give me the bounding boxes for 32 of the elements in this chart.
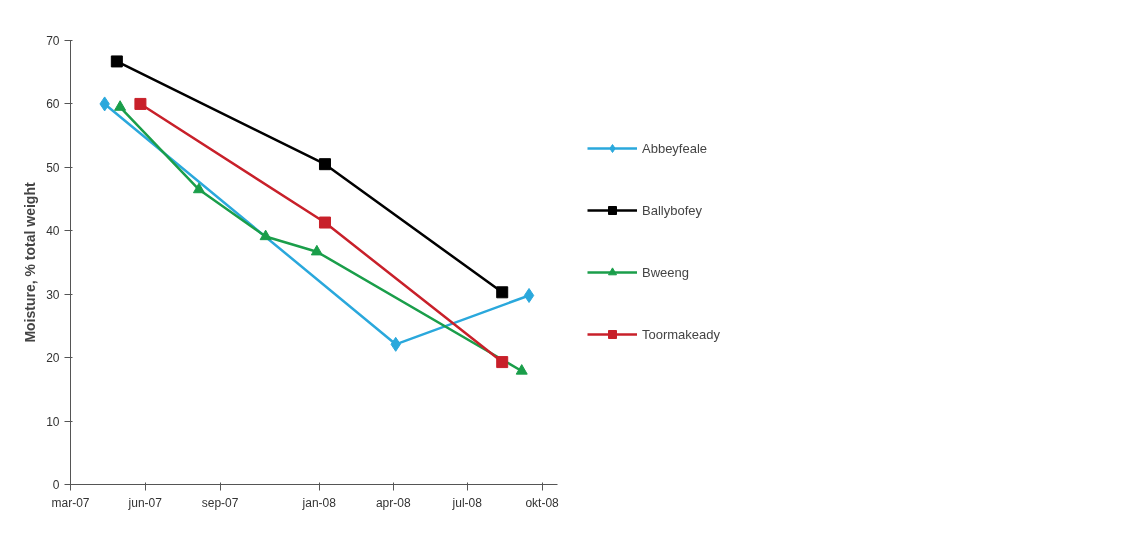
x-tick-label: sep-07 [201,495,239,510]
x-tick-label: okt-08 [525,495,560,510]
point [114,100,127,111]
x-tick-label: apr-08 [375,495,411,510]
y-axis-title: Moisture, % total weight [22,182,39,343]
x-tick-label: jan-08 [301,495,337,510]
x-tick-label: jun-07 [127,495,163,510]
point [310,244,323,256]
point [134,97,147,110]
legend-label: Ballybofey [642,202,702,218]
point [318,158,331,171]
legend-label: Bweeng [642,264,689,280]
point [259,229,272,241]
y-tick-label: 20 [46,351,60,366]
y-tick-label: 70 [46,34,60,48]
y-tick-label: 60 [46,97,60,112]
y-tick-label: 40 [46,224,60,239]
point [192,182,205,194]
point [110,55,123,68]
y-tick-label: 0 [52,478,60,492]
y-tick-label: 30 [46,287,60,302]
point [523,287,535,303]
x-tick-label: mar-07 [51,495,90,510]
point [515,364,528,375]
x-tick-label: jul-08 [451,495,483,510]
y-tick-label: 10 [46,414,60,429]
legend-label: Abbeyfeale [642,140,708,156]
point [318,216,331,229]
point [496,356,509,369]
legend-label: Toormakeady [642,326,721,342]
y-tick-label: 50 [46,160,60,175]
point [496,286,509,299]
